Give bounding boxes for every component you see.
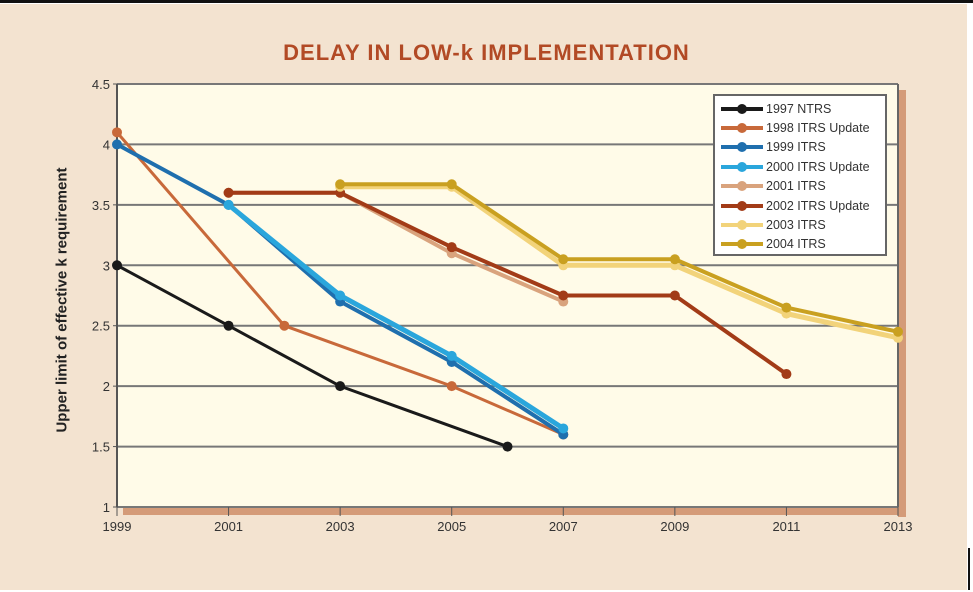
data-point [446,242,457,253]
y-tick-label: 4 [103,137,110,152]
legend-label: 2004 ITRS [766,237,826,252]
y-tick-label: 3.5 [92,198,110,213]
data-point [446,350,457,361]
y-tick-label: 1.5 [92,440,110,455]
data-point [335,290,346,301]
data-point [558,423,569,434]
y-tick-label: 2.5 [92,319,110,334]
legend-swatch [721,123,763,134]
series-line-1997-ntrs [116,263,509,448]
data-point [781,302,792,313]
data-point [669,254,680,265]
y-tick-label: 2 [103,379,110,394]
legend-swatch [721,220,763,231]
data-point [558,290,569,301]
data-point [502,441,513,452]
legend-swatch [721,142,763,153]
legend-swatch [721,200,763,211]
x-tick-label: 2003 [326,519,355,534]
series-line-2003-itrs [340,184,899,341]
x-tick-label: 2013 [884,519,913,534]
data-point [112,127,122,138]
legend-item: 2003 ITRS [721,215,885,234]
legend-item: 2002 ITRS Update [721,196,885,215]
legend-label: 1997 NTRS [766,101,832,116]
data-point [223,199,234,210]
data-point [223,320,234,331]
legend-swatch [721,161,763,172]
legend-swatch [721,103,763,114]
legend-item: 2004 ITRS [721,235,885,254]
data-point [112,139,122,150]
y-tick-label: 4.5 [92,77,110,92]
legend-item: 2000 ITRS Update [721,157,885,176]
edge-mark [968,548,970,590]
y-tick-label: 3 [103,258,110,273]
data-point [446,179,457,190]
legend-item: 1997 NTRS [721,99,885,118]
x-tick-label: 2007 [549,519,578,534]
legend-label: 2003 ITRS [766,218,826,233]
data-point [335,381,346,392]
chart-title: DELAY IN LOW-k IMPLEMENTATION [283,40,690,65]
x-tick-label: 2011 [772,519,800,534]
x-tick-label: 2009 [660,519,689,534]
legend-label: 1998 ITRS Update [766,121,870,136]
legend-item: 1998 ITRS Update [721,118,885,137]
data-point [223,187,234,198]
data-point [558,254,569,265]
data-point [335,179,346,190]
data-point [446,381,457,392]
series-line-2004-itrs [340,182,899,334]
y-tick-label: 1 [103,500,110,515]
legend-swatch [721,239,763,250]
data-point [112,260,122,271]
plot-shadow-bottom [123,507,906,515]
data-point [893,326,903,337]
x-tick-label: 2005 [437,519,466,534]
plot-shadow-right [898,90,906,517]
legend-swatch [721,181,763,192]
x-tick-label: 1999 [103,519,132,534]
data-point [781,369,792,380]
legend-label: 2002 ITRS Update [766,198,870,213]
legend-label: 2000 ITRS Update [766,159,870,174]
series-line-2002-itrs-update [228,190,788,376]
data-point [669,290,680,301]
data-point [279,320,290,331]
legend-label: 1999 ITRS [766,140,826,155]
legend: 1997 NTRS 1998 ITRS Update 1999 ITRS 2000 I… [713,94,887,256]
legend-item: 2001 ITRS [721,177,885,196]
top-border [0,0,973,3]
series-line-2000-itrs-update [226,202,565,431]
series-line-1998-itrs-update [115,131,564,436]
legend-label: 2001 ITRS [766,179,826,194]
x-tick-label: 2001 [214,519,243,534]
legend-item: 1999 ITRS [721,138,885,157]
